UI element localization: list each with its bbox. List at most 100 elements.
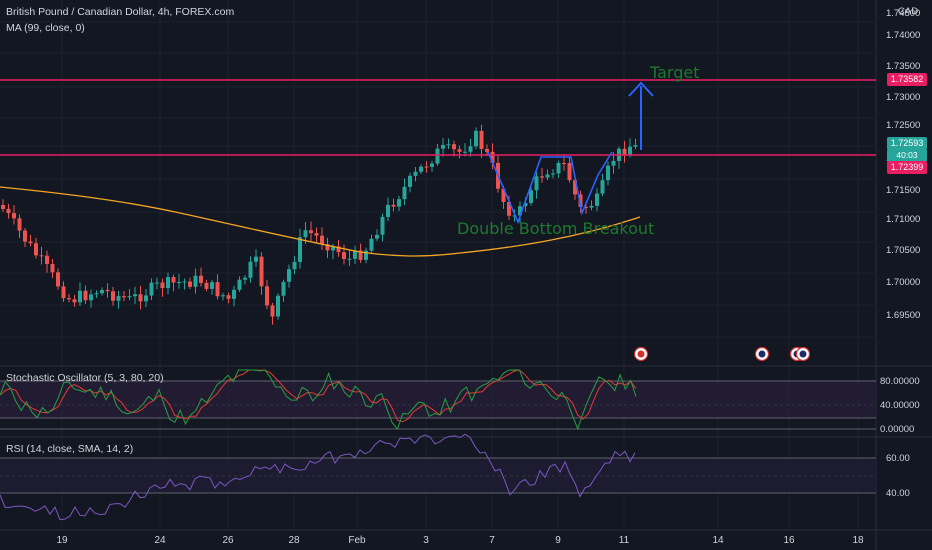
time-axis-label: 3 [423,535,429,546]
candle-body [61,286,66,299]
candle-body [199,275,203,283]
candle-body [17,218,22,231]
candle-body [518,206,522,216]
stochastic-k-line [0,369,637,431]
target-arrow-head [628,81,654,97]
candle-body [347,258,352,260]
candle-body [523,203,528,207]
candle-body [89,294,93,301]
candle-body [430,163,434,167]
candle-body [100,289,104,294]
candle-body [188,281,192,287]
canada-flag-icon[interactable] [633,346,649,362]
time-axis-label: 14 [712,535,724,546]
rsi-axis-label: 60.00 [886,453,910,464]
stochastic-axis-label: 40.00000 [880,400,920,411]
candle-body [331,246,335,251]
candle-body [182,281,187,283]
time-axis-label: 16 [783,535,795,546]
candle-body [149,282,154,296]
ma-legend[interactable]: MA (99, close, 0) [6,22,85,34]
candle-body [320,235,324,245]
support-level-tag: 1.72399 [887,161,927,174]
candle-body [193,275,198,287]
candle-body [226,295,231,299]
candle-body [259,256,264,287]
time-axis-label: 26 [222,535,234,546]
time-axis-label: 11 [619,535,630,546]
candle-body [545,174,550,178]
candle-body [23,230,27,242]
candle-body [336,246,341,253]
candle-body [435,148,440,164]
time-axis-label: 24 [154,535,166,546]
candle-body [364,250,368,260]
candle-body [72,299,77,303]
candle-body [309,230,313,234]
candle-body [413,171,418,176]
candle-body [265,286,269,306]
candle-body [408,175,412,187]
candle-body [292,261,297,270]
candle-body [567,163,572,181]
stochastic-legend[interactable]: Stochastic Oscillator (5, 3, 80, 20) [6,372,164,384]
candle-body [281,281,286,296]
rsi-legend[interactable]: RSI (14, close, SMA, 14, 2) [6,443,134,455]
candle-body [171,277,176,283]
uk-flag-icon[interactable] [754,346,770,362]
candle-body [248,261,253,278]
price-axis-label: 1.72500 [886,120,920,131]
candle-body [83,290,88,301]
rsi-line [0,433,636,521]
time-axis-label: 9 [555,535,561,546]
candle-body [204,282,209,289]
candle-body [512,215,517,217]
time-axis-label: Feb [348,535,366,546]
candle-body [463,151,467,153]
candle-body [144,295,148,302]
candle-body [303,230,308,238]
time-axis-label: 18 [852,535,864,546]
candle-body [551,173,555,175]
rsi-band [0,458,876,493]
symbol-title[interactable]: British Pound / Canadian Dollar, 4h, FOR… [6,6,235,18]
price-axis-label: 1.73500 [886,61,920,72]
double-bottom-pattern-line [487,151,613,225]
candle-body [540,176,544,178]
candle-body [573,180,577,195]
candle-body [562,163,566,165]
candle-body [314,233,319,236]
candle-body [490,151,495,163]
last-price-tag: 1.72593 [887,137,927,150]
candle-body [138,294,143,302]
candle-body [501,188,506,202]
target-annotation: Target [649,63,700,82]
candle-body [457,149,462,152]
price-axis-label: 1.69500 [886,310,920,321]
candle-body [419,166,423,172]
uk-flag-icon[interactable] [795,346,811,362]
price-axis-label: 1.70000 [886,277,920,288]
price-axis-label: 1.71000 [886,214,920,225]
candle-body [474,130,478,147]
stochastic-axis-label: 0.00000 [880,424,914,435]
candle-body [391,204,396,207]
price-axis-label: 1.73000 [886,92,920,103]
candle-body [270,305,275,317]
candle-body [595,193,599,206]
rsi-axis-label: 40.00 [886,488,910,499]
moving-average-line [0,186,641,257]
candle-body [578,194,583,208]
candle-body [353,250,357,259]
candle-body [452,144,456,150]
candle-body [1,205,5,209]
candle-body [386,204,390,217]
candle-body [622,148,627,156]
candle-body [133,294,137,297]
time-axis-label: 28 [288,535,300,546]
candle-body [600,180,605,194]
candle-body [155,282,159,284]
candle-body [39,255,44,257]
